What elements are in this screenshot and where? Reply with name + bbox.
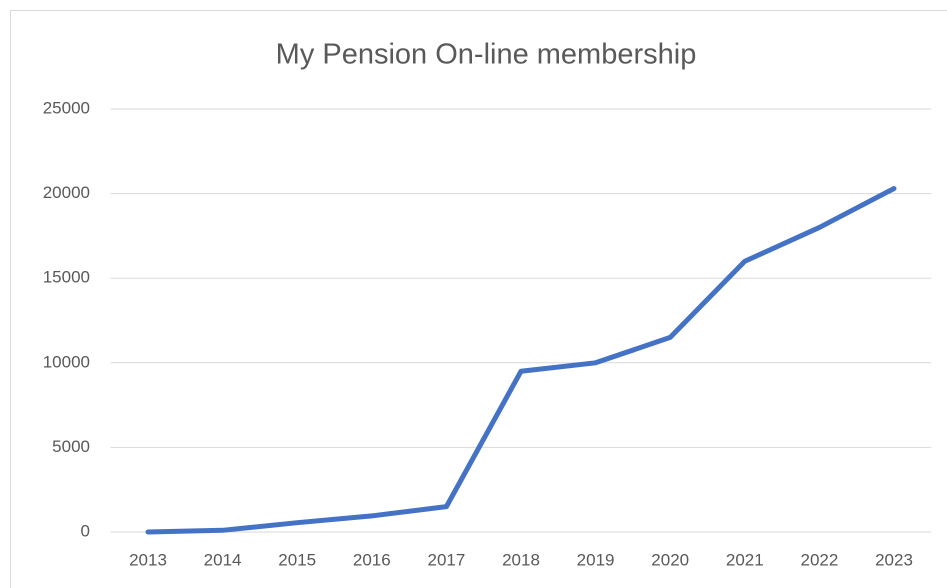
x-tick-label: 2014 (204, 550, 242, 569)
y-tick-label: 0 (81, 521, 90, 540)
x-tick-label: 2016 (353, 550, 391, 569)
data-line (145, 186, 897, 535)
chart-border (10, 10, 947, 588)
x-tick-label: 2020 (651, 550, 689, 569)
x-tick-label: 2017 (427, 550, 465, 569)
chart-title: My Pension On-line membership (276, 39, 697, 71)
y-tick-label: 10000 (43, 352, 90, 371)
y-tick-label: 25000 (43, 98, 90, 117)
y-tick-label: 20000 (43, 183, 90, 202)
x-tick-label: 2021 (726, 550, 764, 569)
y-tick-label: 5000 (52, 437, 90, 456)
x-tick-label: 2023 (875, 550, 913, 569)
x-tick-label: 2018 (502, 550, 540, 569)
x-tick-label: 2013 (129, 550, 167, 569)
x-tick-label: 2019 (577, 550, 615, 569)
y-tick-label: 15000 (43, 268, 90, 287)
x-tick-label: 2022 (800, 550, 838, 569)
x-tick-label: 2015 (278, 550, 316, 569)
